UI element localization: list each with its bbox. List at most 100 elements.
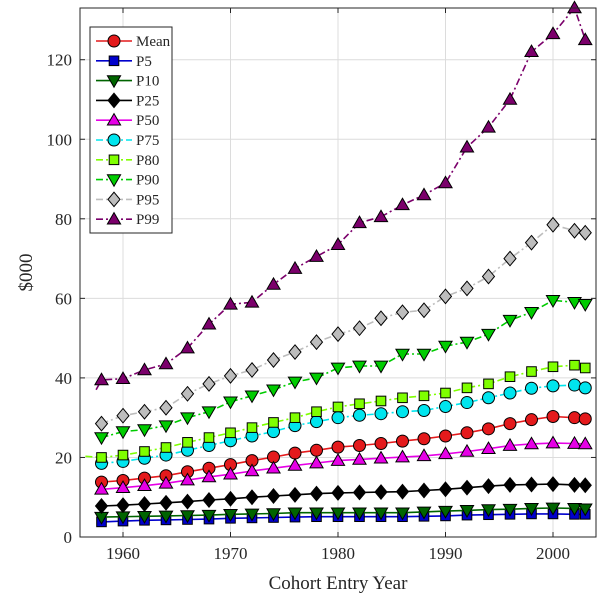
x-axis-label: Cohort Entry Year — [269, 573, 408, 594]
data-point-p90 — [416, 348, 432, 362]
data-point-p99 — [137, 362, 152, 376]
legend-label: P99 — [136, 212, 159, 228]
data-point-p99 — [577, 32, 593, 46]
data-point-p10 — [330, 507, 346, 521]
data-point-p80 — [483, 378, 494, 390]
data-point-p80 — [268, 417, 279, 428]
data-point-p50 — [416, 448, 432, 462]
data-point-p99 — [459, 139, 475, 153]
data-point-p50 — [502, 437, 518, 451]
data-point-p10 — [373, 507, 389, 521]
data-point-p10 — [158, 510, 174, 524]
data-point-p95 — [309, 334, 324, 351]
data-point-p99 — [524, 44, 539, 58]
data-point-p10 — [502, 503, 518, 517]
data-point-p90 — [115, 426, 131, 440]
data-point-p99 — [481, 119, 496, 133]
data-point-p90 — [266, 384, 281, 398]
legend-marker — [106, 174, 122, 188]
data-point-p50 — [115, 480, 131, 493]
data-point-p50 — [266, 460, 281, 474]
data-point-p25 — [159, 494, 173, 511]
data-point-p10 — [577, 503, 593, 517]
data-point-p25 — [374, 484, 388, 501]
legend-label: P50 — [136, 113, 159, 129]
data-point-p25 — [395, 483, 410, 500]
series-p25 — [94, 476, 592, 514]
data-point-p25 — [266, 488, 281, 505]
data-point-p90 — [567, 297, 582, 310]
data-point-p90 — [459, 336, 475, 350]
data-point-p10 — [352, 507, 367, 521]
data-point-p10 — [567, 503, 582, 516]
data-point-p10 — [309, 507, 324, 521]
data-point-p50 — [180, 472, 195, 486]
data-point-p80 — [117, 449, 129, 461]
data-point-p10 — [438, 505, 453, 519]
data-point-mean — [439, 429, 452, 443]
data-point-p10 — [481, 504, 496, 518]
data-point-p90 — [309, 372, 324, 386]
legend-entry-p99: P99 — [96, 211, 159, 228]
x-tick-label: 1980 — [321, 544, 355, 563]
data-point-p90 — [287, 376, 303, 390]
data-point-p90 — [545, 295, 561, 308]
x-tick-label: 1990 — [429, 544, 463, 563]
data-point-p95 — [524, 234, 539, 251]
series-p95 — [94, 216, 592, 432]
series-p80 — [85, 359, 591, 463]
data-point-p25 — [567, 476, 582, 493]
data-point-p75 — [525, 381, 538, 395]
data-point-p99 — [352, 215, 367, 229]
data-point-mean — [460, 426, 474, 440]
data-point-p10 — [266, 508, 281, 522]
data-point-p99 — [545, 26, 561, 40]
data-point-p25 — [202, 492, 216, 508]
legend-marker — [108, 154, 120, 166]
legend-marker — [106, 112, 122, 126]
legend-label: P90 — [136, 173, 159, 189]
legend-entry-mean: Mean — [96, 34, 171, 50]
data-point-p90 — [244, 390, 260, 404]
data-point-p75 — [310, 415, 323, 429]
data-point-p50 — [137, 478, 152, 491]
data-point-p50 — [481, 441, 496, 455]
data-point-mean — [578, 412, 592, 426]
data-point-p90 — [180, 412, 195, 426]
data-point-p25 — [94, 497, 109, 514]
data-point-p75 — [331, 411, 345, 425]
data-point-p95 — [460, 280, 474, 297]
data-point-p99 — [395, 197, 410, 211]
data-point-p95 — [159, 399, 173, 416]
data-point-p95 — [266, 352, 281, 368]
data-point-p25 — [546, 476, 560, 493]
data-point-p90 — [438, 340, 453, 354]
data-point-p50 — [524, 436, 539, 450]
data-point-p80 — [526, 366, 537, 377]
data-point-mean — [353, 439, 366, 453]
data-point-p80 — [246, 422, 258, 433]
data-point-p90 — [502, 314, 518, 328]
data-point-p80 — [289, 412, 301, 423]
data-point-mean — [331, 440, 345, 454]
data-point-p10 — [395, 507, 410, 521]
y-tick-label: 0 — [64, 528, 73, 547]
data-point-p99 — [223, 296, 238, 310]
data-point-p75 — [460, 396, 474, 410]
data-point-p90 — [201, 406, 217, 420]
data-point-p80 — [203, 432, 215, 443]
data-point-p25 — [524, 476, 539, 493]
data-point-p95 — [245, 361, 259, 378]
legend-marker — [106, 75, 122, 89]
data-point-p10 — [180, 510, 195, 524]
data-point-p80 — [504, 371, 516, 383]
legend-entry-p50: P50 — [96, 112, 159, 129]
legend-label: P95 — [136, 192, 159, 208]
data-point-p50 — [352, 451, 367, 465]
legend-label: P5 — [136, 54, 152, 70]
data-point-p25 — [116, 497, 130, 514]
data-point-p90 — [137, 424, 152, 438]
data-point-p75 — [374, 407, 388, 421]
series-line-p95 — [101, 223, 586, 425]
data-point-p50 — [567, 435, 582, 449]
